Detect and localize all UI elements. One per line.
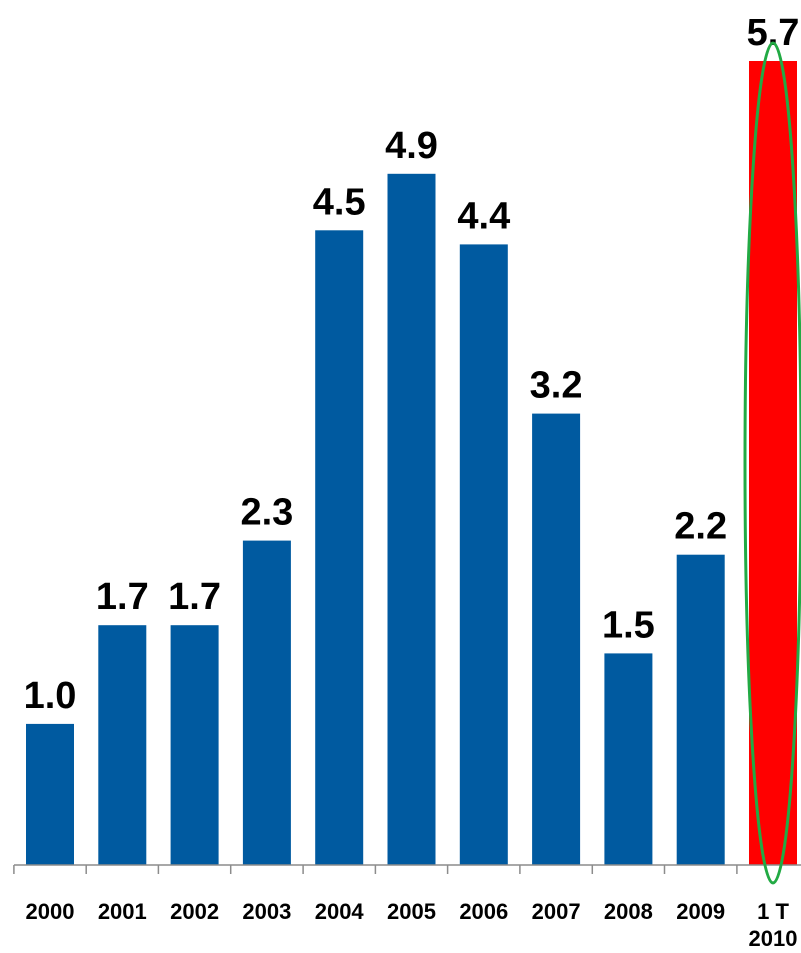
x-tick-label: 1 T 2010: [749, 899, 798, 951]
bar-2008: [604, 653, 653, 865]
value-labels-group: 1.0 1.7 1.7 2.3 4.5 4.9 4.4 3.2 1.5 2.2 5.7: [24, 12, 800, 717]
x-tick-label: 2002: [170, 899, 219, 924]
value-label: 4.4: [457, 195, 510, 237]
bar-2009: [676, 554, 725, 865]
value-label: 1.0: [24, 675, 77, 717]
x-axis: [13, 864, 801, 874]
value-label: 2.2: [674, 506, 727, 548]
x-tick-labels-group: 2000 2001 2002 2003 2004 2005 2006 2007 2008 2009…: [26, 899, 798, 951]
value-label: 1.7: [168, 576, 221, 618]
bar-2004: [315, 230, 364, 866]
x-tick-label: 2006: [459, 899, 508, 924]
bar-2005: [387, 173, 436, 866]
bar-1-t-2010: [749, 61, 797, 865]
highlight-ellipse: [743, 41, 801, 885]
x-tick-label: 2004: [315, 899, 365, 924]
x-tick-label: 2000: [26, 899, 75, 924]
x-tick-label: 2001: [98, 899, 147, 924]
value-label: 2.3: [240, 492, 293, 534]
value-label: 1.7: [96, 576, 149, 618]
value-label: 4.5: [313, 181, 366, 223]
bar-2001: [98, 625, 147, 865]
bar-2006: [459, 244, 508, 865]
x-tick-label: 2005: [387, 899, 436, 924]
value-label: 4.9: [385, 125, 438, 167]
x-tick-label: 2003: [242, 899, 291, 924]
bar-2002: [170, 625, 219, 865]
x-tick-label: 2007: [532, 899, 581, 924]
bars-group: [26, 61, 797, 866]
bar-2000: [26, 723, 74, 865]
bar-2007: [532, 413, 581, 865]
highlight-annotation-group: [743, 41, 801, 885]
x-tick-label: 2009: [676, 899, 725, 924]
x-tick-label: 2008: [604, 899, 653, 924]
value-label: 5.7: [747, 12, 800, 54]
value-label: 1.5: [602, 604, 655, 646]
value-label: 3.2: [530, 365, 583, 407]
bar-2003: [242, 540, 291, 865]
